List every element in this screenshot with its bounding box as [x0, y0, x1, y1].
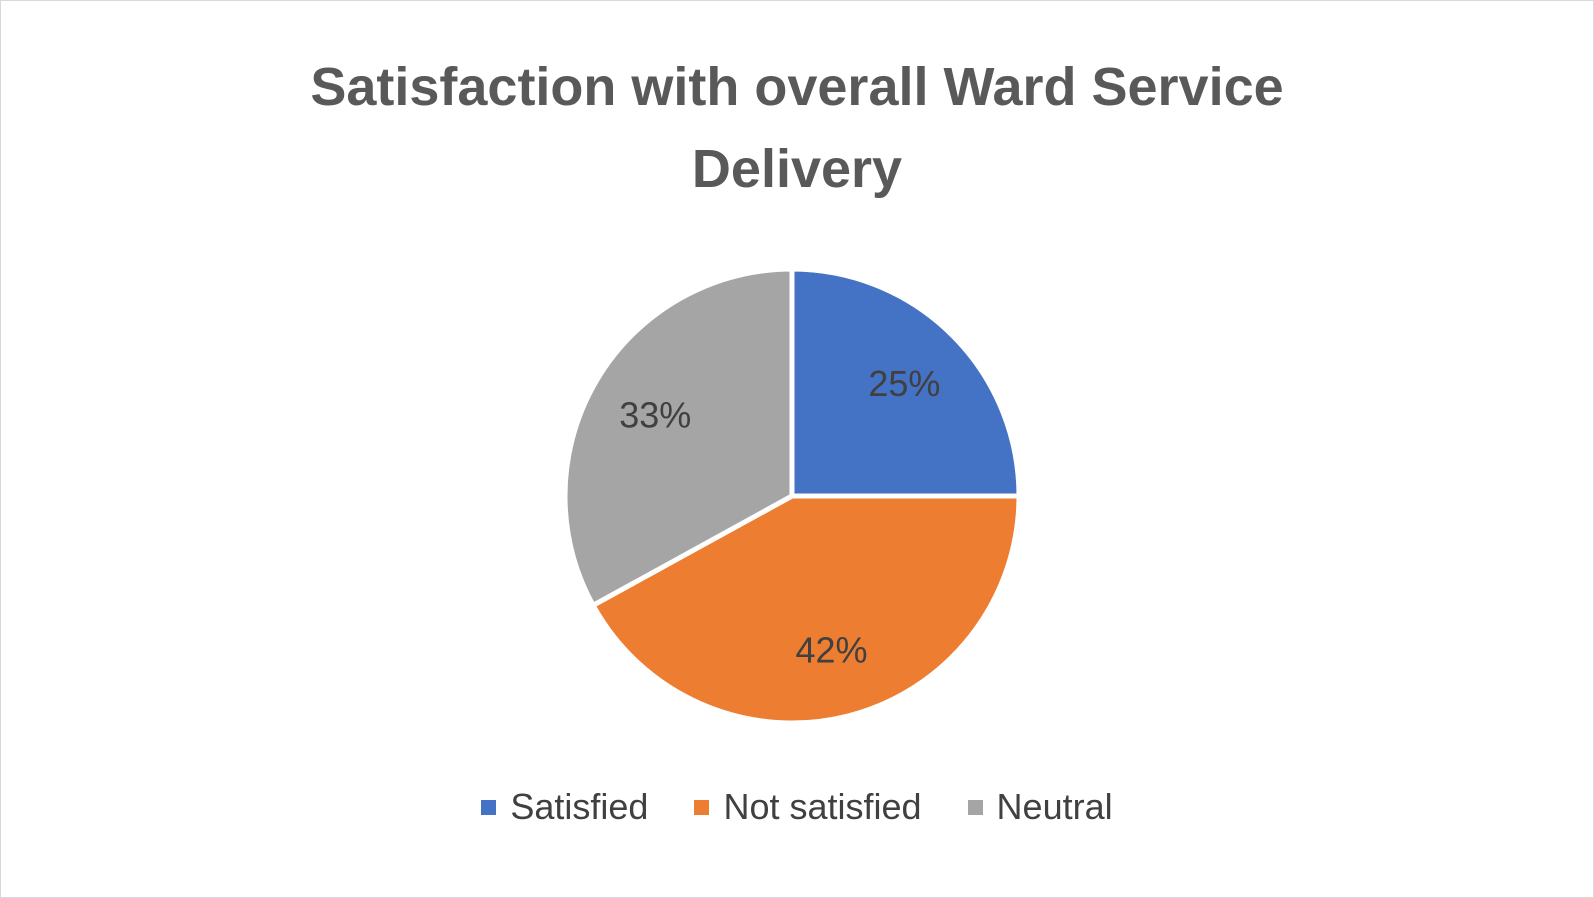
- legend-label-not-satisfied: Not satisfied: [723, 786, 922, 827]
- data-label-neutral: 33%: [619, 395, 691, 436]
- pie-slice-neutral: [562, 266, 795, 608]
- legend-item-neutral: Neutral: [967, 786, 1113, 828]
- pie-data-labels: 25% 42% 33%: [619, 363, 940, 670]
- legend-item-satisfied: Satisfied: [481, 786, 648, 828]
- chart-title: Satisfaction with overall Ward Service D…: [0, 46, 1594, 210]
- pie-slice-not-satisfied: [590, 493, 1022, 726]
- pie-slices: [562, 266, 1022, 726]
- legend-swatch-satisfied: [481, 799, 497, 815]
- legend-swatch-not-satisfied: [694, 799, 710, 815]
- legend-label-neutral: Neutral: [996, 786, 1113, 827]
- data-label-not-satisfied: 42%: [795, 629, 867, 670]
- legend-swatch-neutral: [967, 799, 983, 815]
- legend-label-satisfied: Satisfied: [510, 786, 649, 827]
- pie-slice-satisfied: [789, 266, 1022, 499]
- chart-title-text: Satisfaction with overall Ward Service D…: [310, 57, 1284, 199]
- legend-item-not-satisfied: Not satisfied: [694, 786, 922, 828]
- data-label-satisfied: 25%: [868, 363, 940, 404]
- legend: Satisfied Not satisfied Neutral: [0, 786, 1594, 828]
